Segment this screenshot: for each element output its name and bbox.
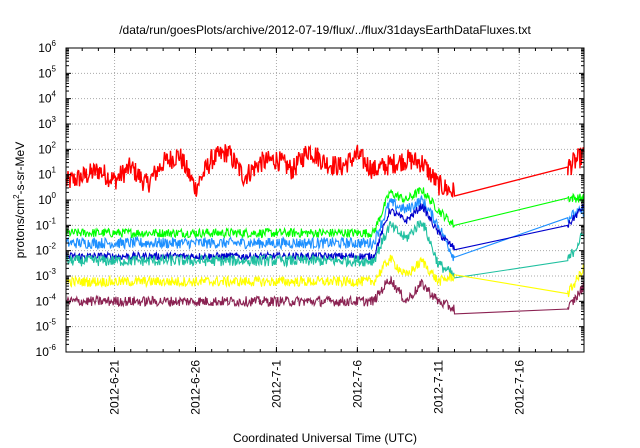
y-axis-ticks: 10-6 10-5 10-4 10-3 10-2 10-1 100 101 102 103 104 1… (36, 39, 584, 359)
x-tick-label: 2012-7-6 (350, 360, 364, 408)
series-line-3 (65, 203, 585, 262)
chart-title: /data/run/goesPlots/archive/2012-07-19/f… (119, 23, 531, 37)
series-layer (65, 144, 585, 315)
series-line-5 (65, 254, 585, 298)
y-tick-label: 101 (38, 166, 56, 182)
y-axis-label-main: protons/cm (13, 199, 27, 258)
y-tick-label: 105 (38, 64, 56, 80)
x-axis-ticks: 2012-6-21 2012-6-26 2012-7-1 2012-7-6 2012-7… (65, 48, 585, 415)
series-line-2 (65, 195, 585, 262)
y-axis-label-sup: 2 (12, 194, 21, 199)
y-axis-label: protons/cm2-s-sr-MeV (12, 142, 27, 258)
x-tick-label: 2012-6-21 (108, 360, 122, 415)
series-line-0 (65, 144, 585, 199)
y-tick-label: 100 (38, 191, 56, 207)
grid (66, 47, 584, 353)
y-tick-label: 10-3 (36, 267, 57, 283)
series-line-4 (65, 220, 585, 279)
x-tick-label: 2012-6-26 (189, 360, 203, 415)
series-line-1 (65, 187, 585, 239)
y-tick-label: 10-5 (36, 318, 57, 334)
x-tick-label: 2012-7-11 (431, 360, 445, 414)
y-tick-label: 102 (38, 140, 56, 156)
x-tick-label: 2012-7-16 (512, 360, 526, 415)
y-tick-label: 106 (38, 39, 56, 55)
y-tick-label: 103 (38, 115, 56, 131)
y-tick-label: 10-6 (36, 343, 57, 359)
y-tick-label: 104 (38, 90, 56, 106)
y-tick-label: 10-4 (36, 292, 57, 308)
x-tick-label: 2012-7-1 (269, 360, 283, 408)
y-tick-label: 10-1 (36, 216, 57, 232)
y-tick-label: 10-2 (36, 242, 57, 258)
series-line-6 (65, 276, 585, 315)
y-axis-label-rest: -s-sr-MeV (13, 142, 27, 195)
x-axis-label: Coordinated Universal Time (UTC) (233, 431, 417, 445)
